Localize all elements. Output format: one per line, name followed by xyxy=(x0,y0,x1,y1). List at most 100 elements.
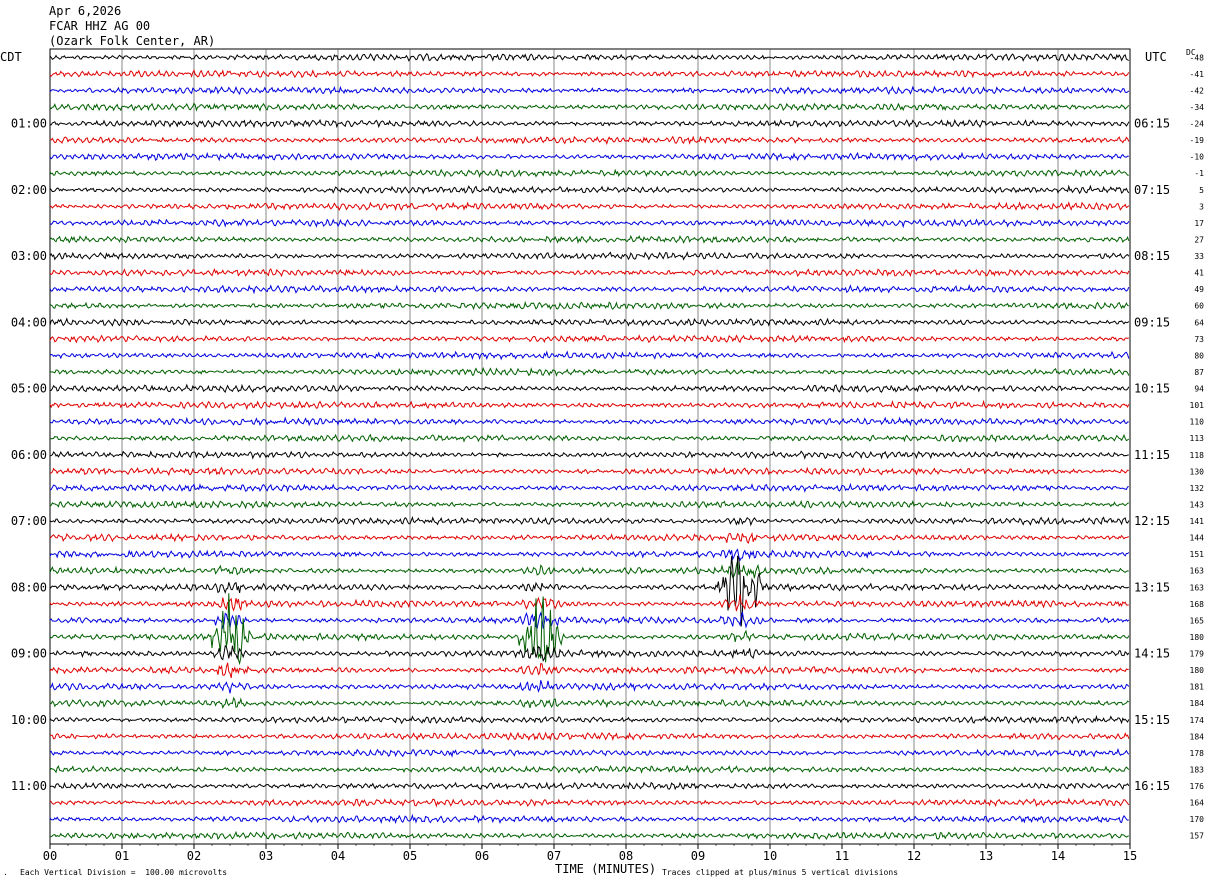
dc-offset-label: 184 xyxy=(1190,699,1205,708)
trace-row-42 xyxy=(49,747,1130,758)
x-tick-label: 15 xyxy=(1123,849,1137,863)
right-hour-label: 13:15 xyxy=(1134,580,1170,594)
left-axis-title: CDT xyxy=(0,50,22,64)
dc-offset-label: 132 xyxy=(1190,484,1205,493)
left-hour-label: 10:00 xyxy=(11,713,47,727)
x-axis-title: TIME (MINUTES) xyxy=(555,862,657,876)
dc-offset-label: 164 xyxy=(1190,799,1205,808)
x-tick-label: 05 xyxy=(403,849,417,863)
trace-row-0 xyxy=(49,52,1130,62)
trace-row-28 xyxy=(49,516,1130,527)
dc-offset-label: 181 xyxy=(1190,683,1205,692)
trace-row-18 xyxy=(49,350,1130,361)
right-axis-title: UTC xyxy=(1145,50,1167,64)
trace-row-23 xyxy=(49,433,1130,443)
x-tick-label: 04 xyxy=(331,849,345,863)
dc-offset-label: 178 xyxy=(1190,749,1205,758)
dc-offset-label: 41 xyxy=(1194,269,1204,278)
left-hour-label: 01:00 xyxy=(11,117,47,131)
dc-offset-label: 3 xyxy=(1199,202,1204,211)
dc-offset-label: 168 xyxy=(1190,600,1205,609)
trace-row-12 xyxy=(49,251,1130,261)
trace-row-43 xyxy=(49,764,1130,774)
dc-offset-label: 176 xyxy=(1190,782,1205,791)
dc-offset-label: -10 xyxy=(1190,153,1205,162)
dc-offset-label: 17 xyxy=(1194,219,1204,228)
trace-row-40 xyxy=(49,714,1130,725)
dc-offset-label: 163 xyxy=(1190,583,1205,592)
dc-offset-label: 157 xyxy=(1190,832,1205,841)
dc-offset-label: -19 xyxy=(1190,136,1205,145)
trace-row-46 xyxy=(49,813,1129,825)
x-tick-label: 14 xyxy=(1051,849,1065,863)
dc-offset-label: 170 xyxy=(1190,815,1205,824)
right-hour-label: 07:15 xyxy=(1134,183,1170,197)
right-hour-label: 12:15 xyxy=(1134,514,1170,528)
left-hour-label: 09:00 xyxy=(11,647,47,661)
dc-offset-label: -42 xyxy=(1190,86,1205,95)
x-tick-label: 00 xyxy=(43,849,57,863)
x-tick-label: 08 xyxy=(619,849,633,863)
dc-offset-label: 184 xyxy=(1190,732,1205,741)
x-tick-label: 03 xyxy=(259,849,273,863)
right-hour-label: 15:15 xyxy=(1134,713,1170,727)
clip-note: Traces clipped at plus/minus 5 vertical … xyxy=(662,868,899,877)
left-hour-label: 06:00 xyxy=(11,448,47,462)
dc-offset-label: -24 xyxy=(1190,120,1205,129)
dc-offset-label: 144 xyxy=(1190,534,1205,543)
dc-offset-label: 64 xyxy=(1194,318,1204,327)
dc-offset-label: 101 xyxy=(1190,401,1205,410)
trace-row-47 xyxy=(49,830,1129,841)
trace-row-36 xyxy=(49,644,1130,662)
plot-frame xyxy=(49,48,1131,845)
left-hour-label: 02:00 xyxy=(11,183,47,197)
header-location: (Ozark Folk Center, AR) xyxy=(49,34,216,48)
right-hour-label: 16:15 xyxy=(1134,779,1170,793)
trace-row-5 xyxy=(49,135,1130,146)
dc-offset-label: 73 xyxy=(1194,335,1204,344)
x-tick-label: 02 xyxy=(187,849,201,863)
dc-offset-label: 130 xyxy=(1190,467,1205,476)
dc-offset-label: 5 xyxy=(1199,186,1204,195)
header-date: Apr 6,2026 xyxy=(49,4,122,18)
dc-offset-label: 179 xyxy=(1190,650,1205,659)
dc-offset-label: 87 xyxy=(1194,368,1204,377)
trace-row-17 xyxy=(49,334,1129,344)
dc-title: DC xyxy=(1186,48,1196,57)
x-tick-label: 13 xyxy=(979,849,993,863)
left-hour-label: 07:00 xyxy=(11,514,47,528)
right-hour-label: 06:15 xyxy=(1134,117,1170,131)
trace-row-22 xyxy=(49,416,1129,427)
dc-offset-label: 143 xyxy=(1190,500,1205,509)
dc-offset-label: 60 xyxy=(1194,302,1204,311)
dc-offset-label: 33 xyxy=(1194,252,1204,261)
dc-offset-label: 94 xyxy=(1194,385,1204,394)
trace-row-33 xyxy=(49,594,1129,612)
trace-row-20 xyxy=(49,383,1130,394)
left-hour-label: 05:00 xyxy=(11,382,47,396)
trace-row-11 xyxy=(49,234,1130,245)
dc-offset-label: 80 xyxy=(1194,351,1204,360)
trace-row-3 xyxy=(49,102,1130,112)
trace-row-35 xyxy=(49,593,1130,666)
trace-row-34 xyxy=(49,611,1130,630)
corner-mark: . xyxy=(3,868,8,877)
x-tick-label: 09 xyxy=(691,849,705,863)
left-hour-label: 03:00 xyxy=(11,249,47,263)
right-hour-label: 08:15 xyxy=(1134,249,1170,263)
left-hour-label: 08:00 xyxy=(11,580,47,594)
dc-offset-label: -41 xyxy=(1190,70,1205,79)
trace-row-15 xyxy=(49,300,1129,311)
dc-offset-label: 110 xyxy=(1190,418,1205,427)
trace-row-19 xyxy=(49,366,1130,377)
right-hour-label: 10:15 xyxy=(1134,382,1170,396)
trace-row-45 xyxy=(49,797,1130,808)
dc-offset-label: 163 xyxy=(1190,567,1205,576)
left-hour-label: 11:00 xyxy=(11,779,47,793)
left-hour-label: 04:00 xyxy=(11,315,47,329)
dc-offset-label: 118 xyxy=(1190,451,1205,460)
trace-row-10 xyxy=(49,218,1130,229)
trace-row-38 xyxy=(49,680,1130,694)
dc-offset-label: 183 xyxy=(1190,765,1205,774)
dc-offset-label: -1 xyxy=(1194,169,1204,178)
